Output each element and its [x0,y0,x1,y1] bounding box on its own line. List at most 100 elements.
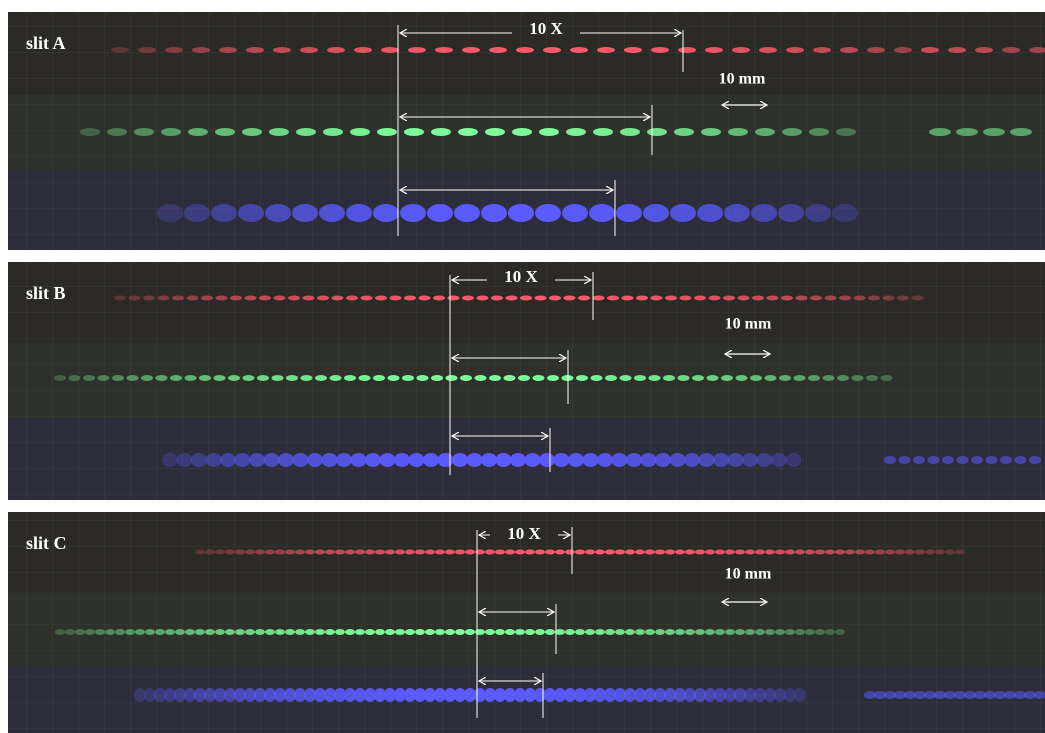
fringe [759,47,777,53]
slit-label: slit C [26,533,67,553]
fringe [805,204,831,222]
fringe [249,453,265,467]
fringe [543,47,561,53]
fringe [273,47,291,53]
fringe [775,550,785,555]
fringe [504,375,516,381]
fringe [354,47,372,53]
fringe [489,375,501,381]
fringe [345,629,355,635]
fringe [928,456,940,464]
fringe [854,296,866,301]
fringe [275,629,285,635]
fringe [465,550,475,555]
fringe [265,204,291,222]
fringe [454,204,480,222]
fringe [404,128,424,136]
fringe [336,453,352,467]
fringe [634,375,646,381]
fringe [265,629,275,635]
fringe [505,629,515,635]
fringe [481,204,507,222]
fringe [576,375,588,381]
fringe [738,296,750,301]
fringe [172,296,184,301]
fringe [495,629,505,635]
fringe [547,375,559,381]
fringe [915,550,925,555]
fringe [300,47,318,53]
fringe [307,453,323,467]
fringe [705,550,715,555]
fringe [796,296,808,301]
fringe [125,629,135,635]
fringe [913,456,925,464]
fringe [257,375,269,381]
fringe [455,629,465,635]
fringe [755,629,765,635]
fringe [85,629,95,635]
fringe [665,296,677,301]
fringe [327,47,345,53]
fringe [767,296,779,301]
fringe [187,296,199,301]
fringe [643,204,669,222]
fringe [809,128,829,136]
slit-label: slit A [26,33,66,53]
fringe [765,375,777,381]
fringe [942,456,954,464]
fringe [986,456,998,464]
fringe [515,629,525,635]
fringe [525,453,541,467]
fringe [75,629,85,635]
fringe [355,550,365,555]
fringe [1029,456,1041,464]
period-label: 10 X [507,524,541,543]
fringe [715,550,725,555]
fringe [575,550,585,555]
fringe [365,629,375,635]
fringe [112,375,124,381]
fringe [921,47,939,53]
fringe [595,629,605,635]
fringe [98,375,110,381]
fringe [885,550,895,555]
fringe [105,629,115,635]
fringe [170,375,182,381]
fringe [570,47,588,53]
fringe [815,550,825,555]
fringe [205,629,215,635]
fringe [402,375,414,381]
fringe [235,629,245,635]
fringe [446,375,458,381]
fringe [288,296,300,301]
fringe [785,629,795,635]
fringe [322,453,338,467]
fringe [825,296,837,301]
fringe [670,453,686,467]
fringe [245,629,255,635]
fringe [485,550,495,555]
fringe [95,629,105,635]
fringe [462,296,474,301]
fringe [435,550,445,555]
fringe [678,375,690,381]
fringe [435,629,445,635]
fringe [373,375,385,381]
fringe [431,128,451,136]
fringe [220,453,236,467]
fringe [655,629,665,635]
fringe [246,47,264,53]
fringe [375,296,387,301]
fringe [539,128,559,136]
fringe [875,550,885,555]
fringe [883,296,895,301]
fringe [805,629,815,635]
fringe [645,550,655,555]
fringe [925,550,935,555]
fringe [865,550,875,555]
fringe [715,629,725,635]
fringe [141,375,153,381]
fringe [114,296,126,301]
fringe [612,453,628,467]
